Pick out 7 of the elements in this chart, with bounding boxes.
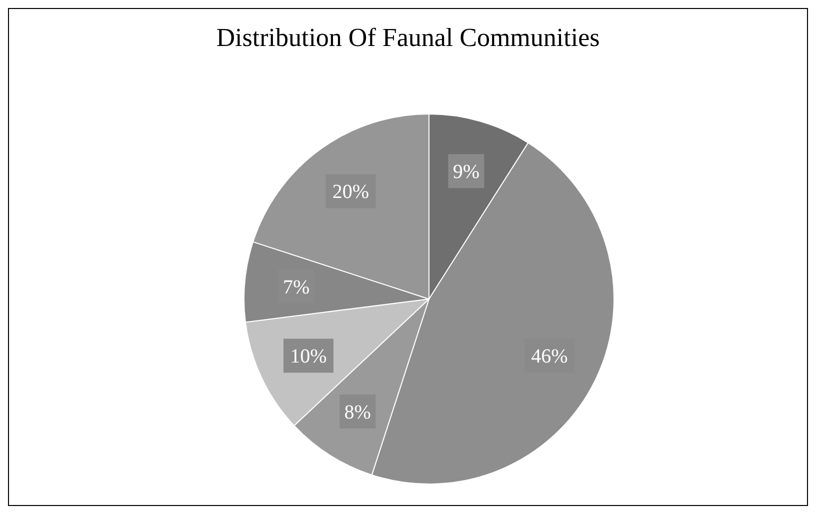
data-label: 10% — [290, 346, 327, 368]
data-label: 20% — [332, 181, 370, 204]
chart-title: Distribution Of Faunal Communities — [215, 23, 601, 53]
data-label: 7% — [283, 276, 310, 298]
data-label: 46% — [531, 346, 568, 368]
data-label: 9% — [452, 161, 480, 184]
data-label: 8% — [344, 401, 371, 424]
